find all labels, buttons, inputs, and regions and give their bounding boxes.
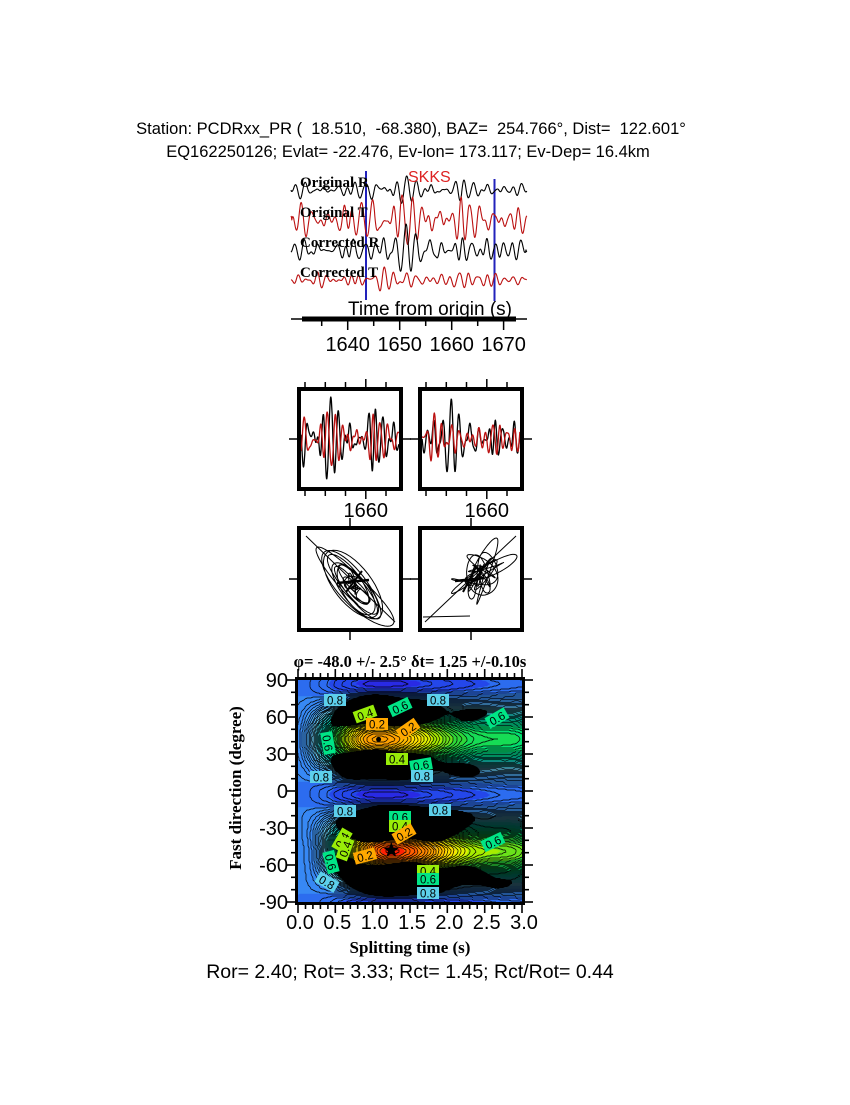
- svg-text:0.5: 0.5: [323, 912, 351, 934]
- svg-text:0.8: 0.8: [432, 806, 448, 818]
- svg-text:-30: -30: [259, 818, 288, 840]
- svg-text:1670: 1670: [481, 334, 526, 356]
- svg-text:Corrected T: Corrected T: [300, 265, 378, 281]
- svg-text:0.6: 0.6: [319, 734, 334, 752]
- svg-text:0.8: 0.8: [313, 773, 329, 785]
- svg-text:3.0: 3.0: [510, 912, 538, 934]
- svg-text:Original R: Original R: [300, 175, 369, 191]
- svg-text:Time from origin (s): Time from origin (s): [348, 299, 512, 320]
- svg-text:Original T: Original T: [300, 205, 368, 221]
- svg-text:0.2: 0.2: [356, 850, 375, 866]
- svg-text:2.0: 2.0: [435, 912, 463, 934]
- svg-text:0.8: 0.8: [414, 772, 430, 784]
- svg-text:90: 90: [266, 670, 288, 692]
- svg-text:0.4: 0.4: [338, 839, 355, 859]
- svg-text:0.6: 0.6: [420, 875, 436, 887]
- svg-text:-60: -60: [259, 855, 288, 877]
- svg-text:0.6: 0.6: [322, 853, 338, 872]
- svg-text:Fast direction (degree): Fast direction (degree): [226, 706, 245, 870]
- svg-text:0.4: 0.4: [389, 755, 406, 767]
- svg-text:Station: PCDRxx_PR ( 18.510,: Station: PCDRxx_PR ( 18.510, -68.380), B…: [136, 120, 686, 138]
- svg-text:0.8: 0.8: [337, 807, 353, 819]
- svg-text:-90: -90: [259, 892, 288, 914]
- svg-text:0.8: 0.8: [327, 696, 343, 708]
- svg-text:Splitting time (s): Splitting time (s): [350, 938, 471, 957]
- svg-text:Ror= 2.40; Rot= 3.33; Rct= 1.4: Ror= 2.40; Rot= 3.33; Rct= 1.45; Rct/Rot…: [206, 961, 614, 983]
- svg-text:1.5: 1.5: [398, 912, 426, 934]
- svg-text:1640: 1640: [325, 334, 370, 356]
- svg-text:30: 30: [266, 744, 288, 766]
- svg-text:0.0: 0.0: [286, 912, 314, 934]
- svg-text:1660: 1660: [429, 334, 474, 356]
- svg-text:1650: 1650: [377, 334, 422, 356]
- svg-text:0: 0: [277, 781, 288, 803]
- svg-text:1.0: 1.0: [361, 912, 389, 934]
- svg-text:SKKS: SKKS: [408, 169, 451, 186]
- svg-text:0.2: 0.2: [369, 720, 385, 732]
- svg-text:0.8: 0.8: [430, 696, 446, 708]
- svg-text:60: 60: [266, 707, 288, 729]
- svg-text:EQ162250126; Evlat= -22.476, E: EQ162250126; Evlat= -22.476, Ev-lon= 173…: [166, 143, 650, 161]
- svg-text:1660: 1660: [465, 500, 510, 522]
- svg-text:1660: 1660: [344, 500, 389, 522]
- svg-text:0.8: 0.8: [420, 889, 436, 901]
- svg-text:Corrected R: Corrected R: [300, 235, 379, 251]
- svg-text:2.5: 2.5: [473, 912, 501, 934]
- svg-text:φ= -48.0 +/- 2.5° δt= 1.25 +/-: φ= -48.0 +/- 2.5° δt= 1.25 +/-0.10s: [294, 652, 527, 671]
